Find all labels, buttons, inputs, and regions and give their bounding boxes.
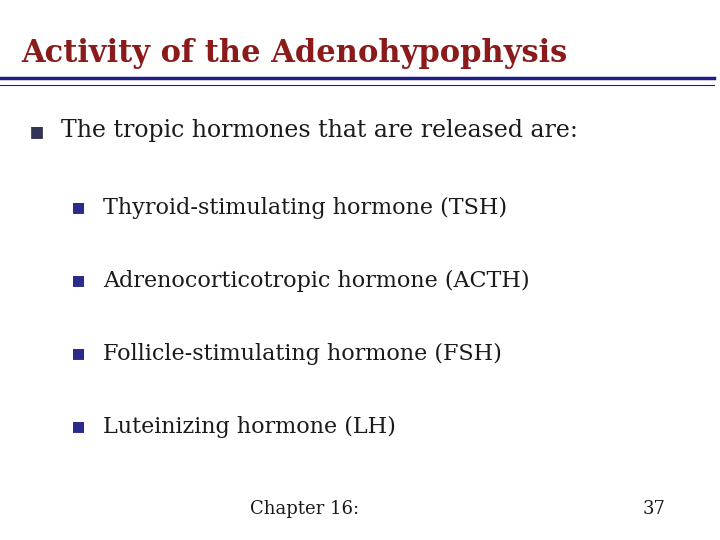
Text: Follicle-stimulating hormone (FSH): Follicle-stimulating hormone (FSH) — [104, 343, 503, 365]
Text: ▪: ▪ — [29, 119, 45, 143]
Text: Adrenocorticotropic hormone (ACTH): Adrenocorticotropic hormone (ACTH) — [104, 270, 530, 292]
Text: 37: 37 — [642, 501, 665, 518]
Text: Chapter 16:: Chapter 16: — [250, 501, 359, 518]
Text: Luteinizing hormone (LH): Luteinizing hormone (LH) — [104, 416, 397, 438]
Text: ▪: ▪ — [71, 416, 86, 436]
Text: Thyroid-stimulating hormone (TSH): Thyroid-stimulating hormone (TSH) — [104, 197, 508, 219]
Text: The tropic hormones that are released are:: The tropic hormones that are released ar… — [60, 119, 577, 142]
Text: ▪: ▪ — [71, 270, 86, 290]
Text: Activity of the Adenohypophysis: Activity of the Adenohypophysis — [22, 38, 567, 69]
Text: ▪: ▪ — [71, 197, 86, 217]
Text: ▪: ▪ — [71, 343, 86, 363]
